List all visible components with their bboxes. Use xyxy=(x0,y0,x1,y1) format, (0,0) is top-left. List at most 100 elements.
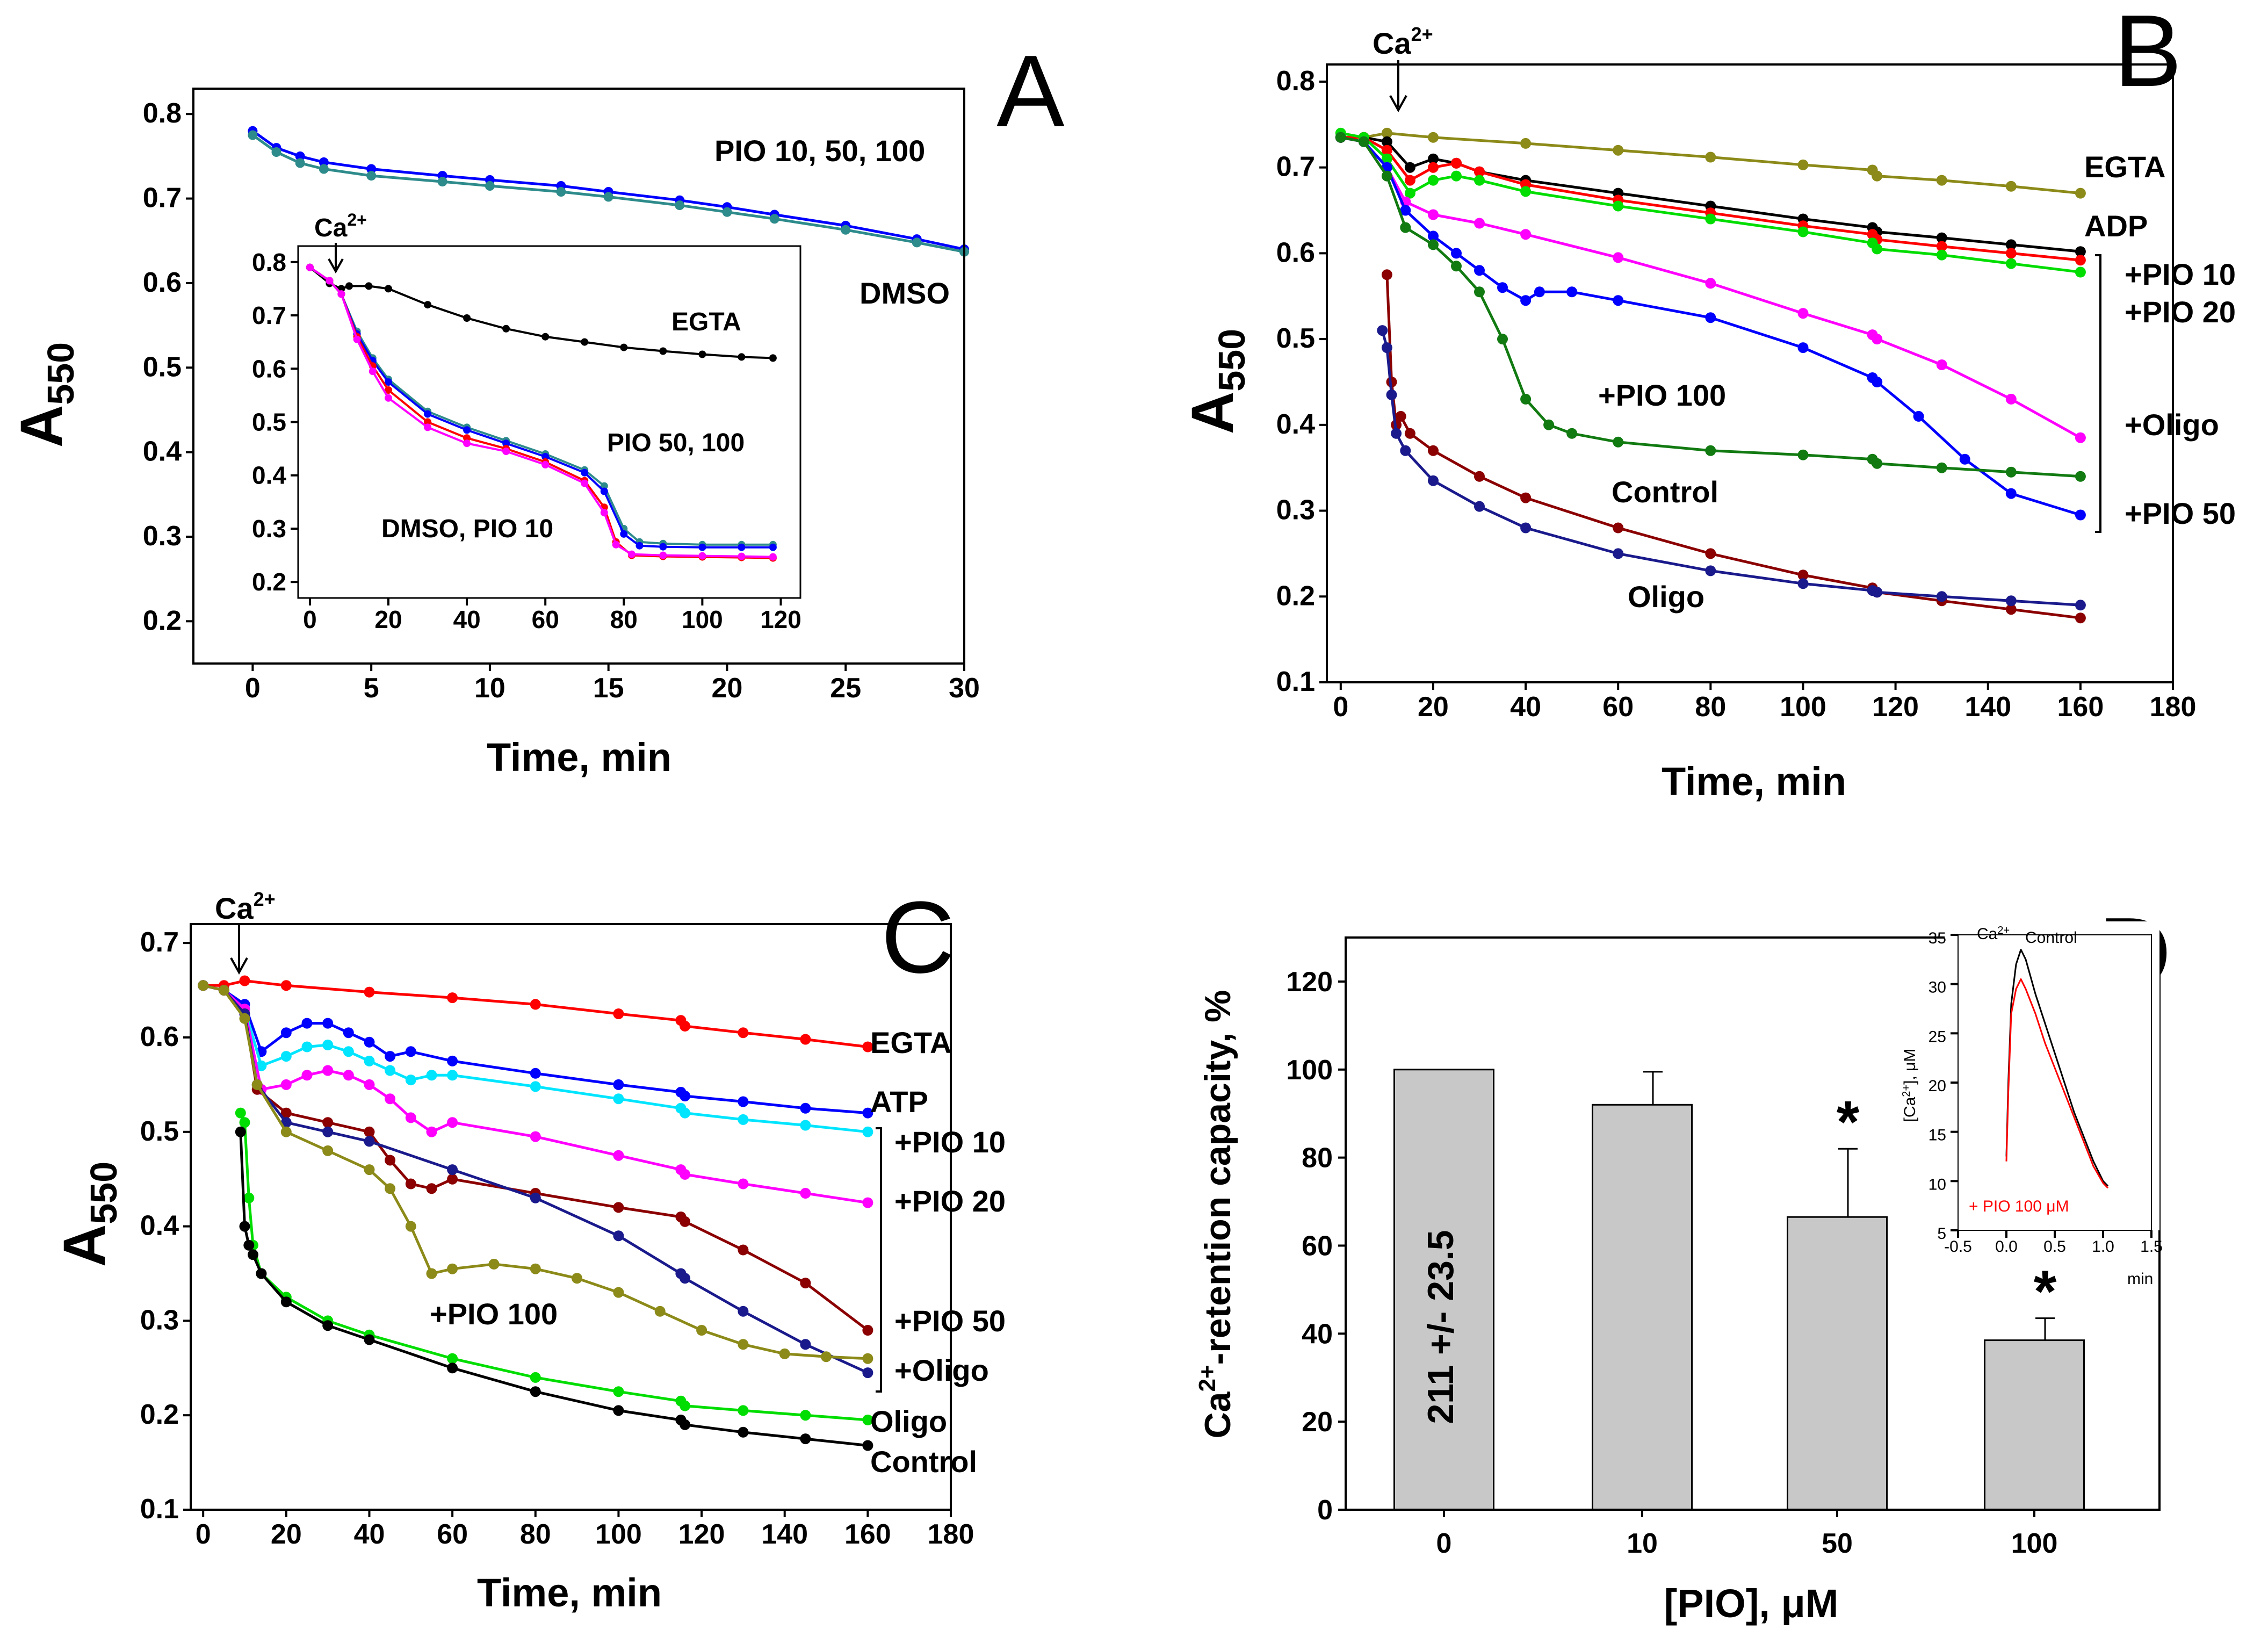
panel-c-series-4-point xyxy=(447,1173,458,1185)
panel-b-frame xyxy=(1326,63,2174,683)
panel-a-inset-plot-area xyxy=(306,263,777,562)
panel-c-series-7-point xyxy=(530,1372,541,1383)
panel-d-y-tick-label: 100 xyxy=(1286,1055,1333,1086)
panel-c-series-2-point xyxy=(530,1081,541,1092)
panel-b-series-6-point xyxy=(1566,428,1578,439)
panel-d-y-tick-label: 0 xyxy=(1317,1495,1333,1526)
panel-c-series-8-point xyxy=(322,1320,334,1331)
panel-b-series-line-8 xyxy=(1381,330,2081,607)
panel-c-series-8-point xyxy=(738,1426,749,1438)
panel-c-series-2-point xyxy=(613,1093,624,1105)
panel-a-series-1-point xyxy=(295,158,305,168)
panel-c-label-atp: ATP xyxy=(870,1085,928,1119)
panel-c-series-6-point xyxy=(280,1126,292,1137)
panel-c-x-tick-label: 120 xyxy=(678,1519,725,1550)
panel-b-series-6-point xyxy=(1497,334,1508,345)
panel-c-series-2-point xyxy=(301,1041,313,1052)
panel-a-inset-x-tick-label: 40 xyxy=(453,605,481,633)
panel-a-inset-series-line-0 xyxy=(309,266,773,359)
panel-c-series-5-point xyxy=(800,1339,811,1350)
panel-b-label-pio10: +PIO 10 xyxy=(2125,257,2236,291)
panel-c-series-line-4 xyxy=(203,984,869,1331)
panel-a-plot-area xyxy=(248,126,969,257)
panel-d-inset-y-tick-label: 20 xyxy=(1928,1077,1946,1095)
panel-c-series-3-point xyxy=(613,1150,624,1161)
panel-a-series-1-point xyxy=(841,225,851,235)
panel-a-inset-x-ticks: 0 20 40 60 80 100 120 xyxy=(303,598,801,633)
panel-b-x-tick-label: 160 xyxy=(2057,691,2104,723)
panel-c-series-6-point xyxy=(696,1325,707,1336)
panel-c-series-5-point xyxy=(530,1192,541,1203)
panel-c-series-3-point xyxy=(680,1169,691,1180)
panel-c-series-5-point xyxy=(680,1273,691,1284)
panel-a-label-dmso: DMSO xyxy=(859,276,950,310)
panel-c-series-4-point xyxy=(800,1278,811,1289)
panel-d-inset-y-tick-label: 25 xyxy=(1928,1028,1946,1046)
panel-a-inset-y-tick-label: 0.3 xyxy=(252,515,286,543)
panel-a-inset-series-2-point xyxy=(620,530,628,538)
panel-d-inset-y-tick-label: 35 xyxy=(1928,929,1946,947)
panel-a-inset-series-3-point xyxy=(424,418,432,426)
panel-d-inset-label-pio: + PIO 100 μM xyxy=(1969,1198,2069,1215)
panel-d-inset-x-tick-label: 1.5 xyxy=(2140,1238,2163,1256)
panel-b-series-1-point xyxy=(2075,246,2086,257)
panel-b-x-tick-label: 100 xyxy=(1780,691,1826,723)
panel-c-series-5-point xyxy=(738,1306,749,1317)
panel-c-series-0-point xyxy=(364,986,375,998)
panel-a-inset-series-0-point xyxy=(769,354,777,362)
panel-c-series-3-point xyxy=(280,1079,292,1090)
panel-b-series-5-point xyxy=(1534,286,1545,298)
panel-b-bracket xyxy=(2095,254,2101,533)
panel-c-series-3-point xyxy=(426,1126,437,1137)
panel-b-series-6-point xyxy=(1451,261,1462,272)
panel-a-inset-x-tick-label: 60 xyxy=(532,605,559,633)
panel-a-inset-series-0-point xyxy=(698,350,706,358)
panel-a-x-tick-label: 5 xyxy=(364,673,379,704)
panel-c-letter: C xyxy=(881,881,955,994)
panel-a-inset-series-2-point xyxy=(385,378,392,386)
panel-c-series-1-point xyxy=(530,1068,541,1079)
panel-d-inset-series-line-1 xyxy=(2005,978,2109,1189)
panel-c-series-6-point xyxy=(405,1221,416,1232)
panel-b-series-2-point xyxy=(1428,162,1439,173)
panel-c-series-3-point xyxy=(301,1070,313,1081)
panel-b-series-4-point xyxy=(1474,218,1485,229)
panel-b-series-6-point xyxy=(1335,132,1346,143)
panel-c-series-7-point xyxy=(613,1386,624,1397)
panel-c-series-0-point xyxy=(613,1008,624,1019)
panel-c-series-2-point xyxy=(447,1070,458,1081)
panel-b-y-tick-label: 0.7 xyxy=(1276,152,1315,183)
panel-b-series-2-point xyxy=(2075,255,2086,266)
panel-c-series-6-point xyxy=(821,1351,832,1362)
panel-a-y-tick-label: 0.6 xyxy=(143,267,182,298)
panel-b-series-5-point xyxy=(1566,286,1578,298)
panel-c-series-5-point xyxy=(322,1126,334,1137)
panel-d-error-bar-50 xyxy=(1838,1148,1858,1217)
panel-a-inset-series-4-point xyxy=(698,552,706,560)
panel-b-x-tick-label: 0 xyxy=(1333,691,1348,723)
panel-b-x-tick-label: 120 xyxy=(1872,691,1919,723)
panel-c-series-7-point xyxy=(862,1415,873,1425)
panel-b-series-8-point xyxy=(1872,587,1883,598)
panel-a-inset-series-4-point xyxy=(424,423,432,431)
panel-a-series-1-point xyxy=(556,187,566,197)
panel-a-inset-series-0-point xyxy=(659,347,667,355)
panel-a-inset-series-0-point xyxy=(424,301,432,309)
panel-c-series-1-point xyxy=(322,1018,334,1029)
panel-d-inset-x-tick-label: 0.5 xyxy=(2043,1238,2066,1256)
panel-a-inset-series-2-point xyxy=(738,543,746,551)
panel-c-series-7-point xyxy=(680,1400,691,1411)
panel-b-series-5-point xyxy=(1959,453,1970,465)
panel-b-series-8-point xyxy=(1391,428,1402,439)
panel-a-letter: A xyxy=(996,34,1065,148)
panel-c-series-4-point xyxy=(680,1216,691,1227)
panel-d-error-bar-100 xyxy=(2035,1317,2055,1340)
panel-d-inset-y-tick-label: 5 xyxy=(1937,1225,1946,1243)
panel-d-inset-axes xyxy=(1958,934,2152,1231)
panel-c-series-0-point xyxy=(447,992,458,1004)
panel-b-series-8-point xyxy=(1474,501,1485,512)
panel-b-series-7-point xyxy=(1428,445,1439,456)
panel-c-series-6-point xyxy=(426,1268,437,1279)
